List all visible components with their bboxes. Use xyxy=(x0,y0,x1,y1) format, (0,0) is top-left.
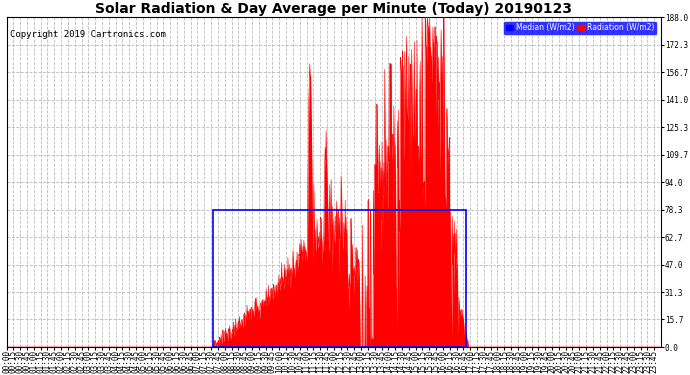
Title: Solar Radiation & Day Average per Minute (Today) 20190123: Solar Radiation & Day Average per Minute… xyxy=(95,2,572,16)
Text: Copyright 2019 Cartronics.com: Copyright 2019 Cartronics.com xyxy=(10,30,166,39)
Legend: Median (W/m2), Radiation (W/m2): Median (W/m2), Radiation (W/m2) xyxy=(503,21,657,34)
Bar xyxy=(213,210,466,347)
